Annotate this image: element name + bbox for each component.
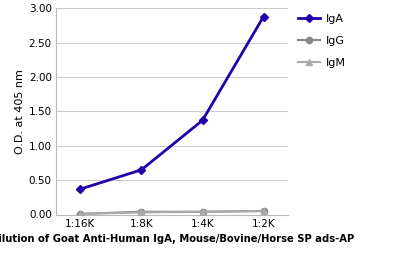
IgA bbox=[78, 188, 83, 191]
IgM bbox=[261, 210, 266, 213]
IgM bbox=[200, 210, 205, 213]
IgM bbox=[78, 212, 83, 216]
IgG bbox=[139, 210, 144, 213]
Legend: IgA, IgG, IgM: IgA, IgG, IgM bbox=[298, 14, 346, 68]
Y-axis label: O.D. at 405 nm: O.D. at 405 nm bbox=[14, 69, 24, 154]
Line: IgM: IgM bbox=[77, 208, 267, 217]
IgA bbox=[200, 119, 205, 122]
X-axis label: Dilution of Goat Anti-Human IgA, Mouse/Bovine/Horse SP ads-AP: Dilution of Goat Anti-Human IgA, Mouse/B… bbox=[0, 234, 354, 244]
Line: IgA: IgA bbox=[77, 13, 267, 192]
IgA bbox=[139, 168, 144, 172]
IgM bbox=[139, 211, 144, 214]
IgG bbox=[200, 210, 205, 213]
IgA bbox=[261, 15, 266, 18]
IgG bbox=[78, 212, 83, 216]
Line: IgG: IgG bbox=[77, 208, 267, 217]
IgG bbox=[261, 210, 266, 213]
